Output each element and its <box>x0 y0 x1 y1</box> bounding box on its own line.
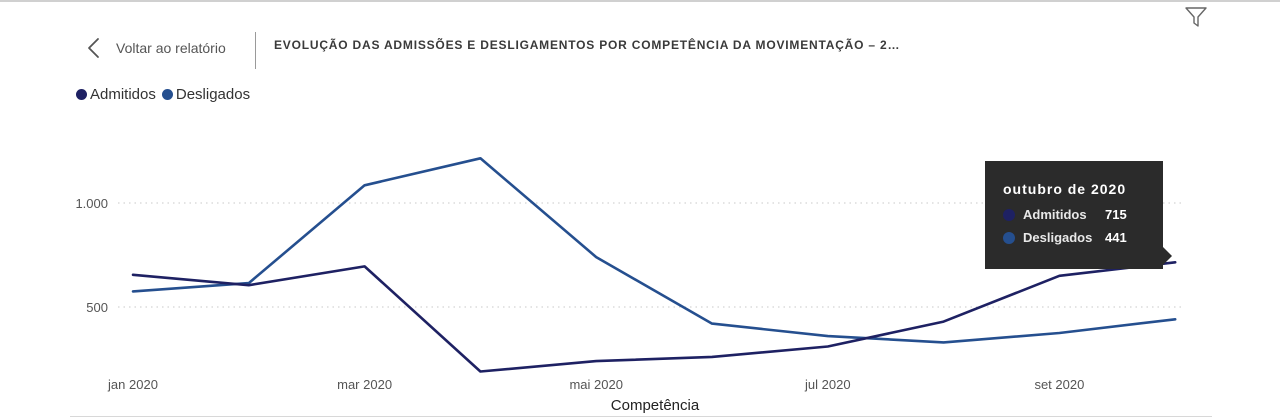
series-line-desligados <box>131 157 1177 344</box>
chart-legend: Admitidos Desligados <box>76 86 256 103</box>
legend-label-admitidos: Admitidos <box>90 86 156 103</box>
top-border <box>0 0 1280 2</box>
back-to-report-button[interactable]: Voltar ao relatório <box>86 34 226 62</box>
tooltip-value-desligados: 441 <box>1105 230 1127 245</box>
x-tick-label-jul-2020: jul 2020 <box>804 377 851 392</box>
back-to-report-label: Voltar ao relatório <box>116 40 226 56</box>
y-tick-label-1000: 1.000 <box>75 196 108 211</box>
legend-dot-desligados <box>161 89 173 100</box>
legend-item-admitidos[interactable]: Admitidos <box>76 86 156 103</box>
tooltip: outubro de 2020 Admitidos 715 Desligados… <box>985 161 1163 269</box>
y-tick-label-500: 500 <box>86 300 108 315</box>
x-tick-label-mar-2020: mar 2020 <box>337 377 392 392</box>
legend-dot-admitidos <box>76 89 87 100</box>
tooltip-arrow <box>1163 247 1172 265</box>
x-tick-label-mai-2020: mai 2020 <box>569 377 622 392</box>
legend-item-desligados[interactable]: Desligados <box>161 86 251 103</box>
tooltip-title: outubro de 2020 <box>1003 181 1127 197</box>
tooltip-row-desligados: Desligados 441 <box>1003 230 1127 245</box>
tooltip-label-desligados: Desligados <box>1023 230 1093 245</box>
chevron-left-icon <box>86 37 100 59</box>
tooltip-dot-desligados <box>1003 231 1015 244</box>
x-tick-label-jan-2020: jan 2020 <box>107 377 158 392</box>
filter-icon[interactable] <box>1184 6 1208 28</box>
legend-label-desligados: Desligados <box>175 86 251 103</box>
series-line-admitidos <box>131 260 1177 373</box>
bottom-border <box>70 416 1212 417</box>
tooltip-value-admitidos: 715 <box>1105 207 1127 222</box>
chart-title: EVOLUÇÃO DAS ADMISSÕES E DESLIGAMENTOS P… <box>274 38 901 52</box>
x-tick-label-set-2020: set 2020 <box>1034 377 1084 392</box>
header-divider <box>255 32 256 69</box>
tooltip-label-admitidos: Admitidos <box>1023 207 1087 222</box>
tooltip-dot-admitidos <box>1003 208 1015 221</box>
tooltip-row-admitidos: Admitidos 715 <box>1003 207 1127 222</box>
x-axis-title: Competência <box>611 397 700 414</box>
